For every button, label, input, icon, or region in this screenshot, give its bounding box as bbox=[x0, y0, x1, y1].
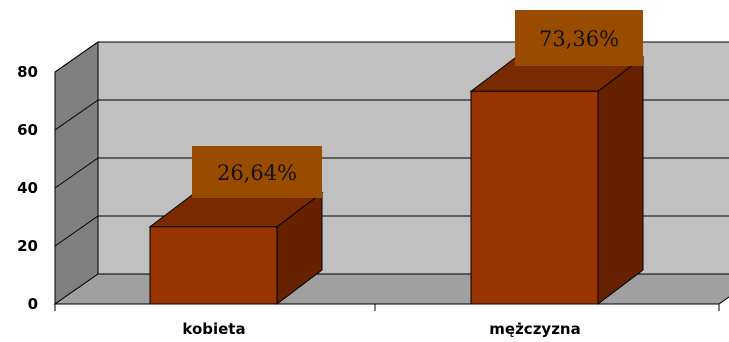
x-category-label: kobieta bbox=[182, 320, 245, 338]
data-label-box bbox=[515, 10, 643, 66]
data-label: 26,64% bbox=[217, 161, 297, 185]
bar-front-face bbox=[149, 226, 278, 305]
bar-kobieta: 26,64% bbox=[148, 146, 324, 306]
y-tick-label: 0 bbox=[28, 295, 38, 313]
data-label-box bbox=[192, 146, 322, 198]
gridline bbox=[54, 41, 99, 73]
gridline bbox=[54, 215, 99, 247]
bar-side-face bbox=[597, 56, 644, 306]
bar-front-face bbox=[470, 90, 599, 305]
gridline bbox=[54, 99, 99, 131]
bar-mezczyzna: 73,36% bbox=[469, 10, 645, 306]
y-tick-label: 60 bbox=[17, 121, 38, 139]
y-tick-label: 80 bbox=[17, 63, 38, 81]
x-category-label: mężczyzna bbox=[489, 320, 580, 338]
data-label: 73,36% bbox=[539, 27, 619, 51]
y-tick-label: 20 bbox=[17, 237, 38, 255]
y-tick-label: 40 bbox=[17, 179, 38, 197]
gridline bbox=[54, 157, 99, 189]
y-tick-labels: 0 20 40 60 80 bbox=[17, 63, 38, 313]
